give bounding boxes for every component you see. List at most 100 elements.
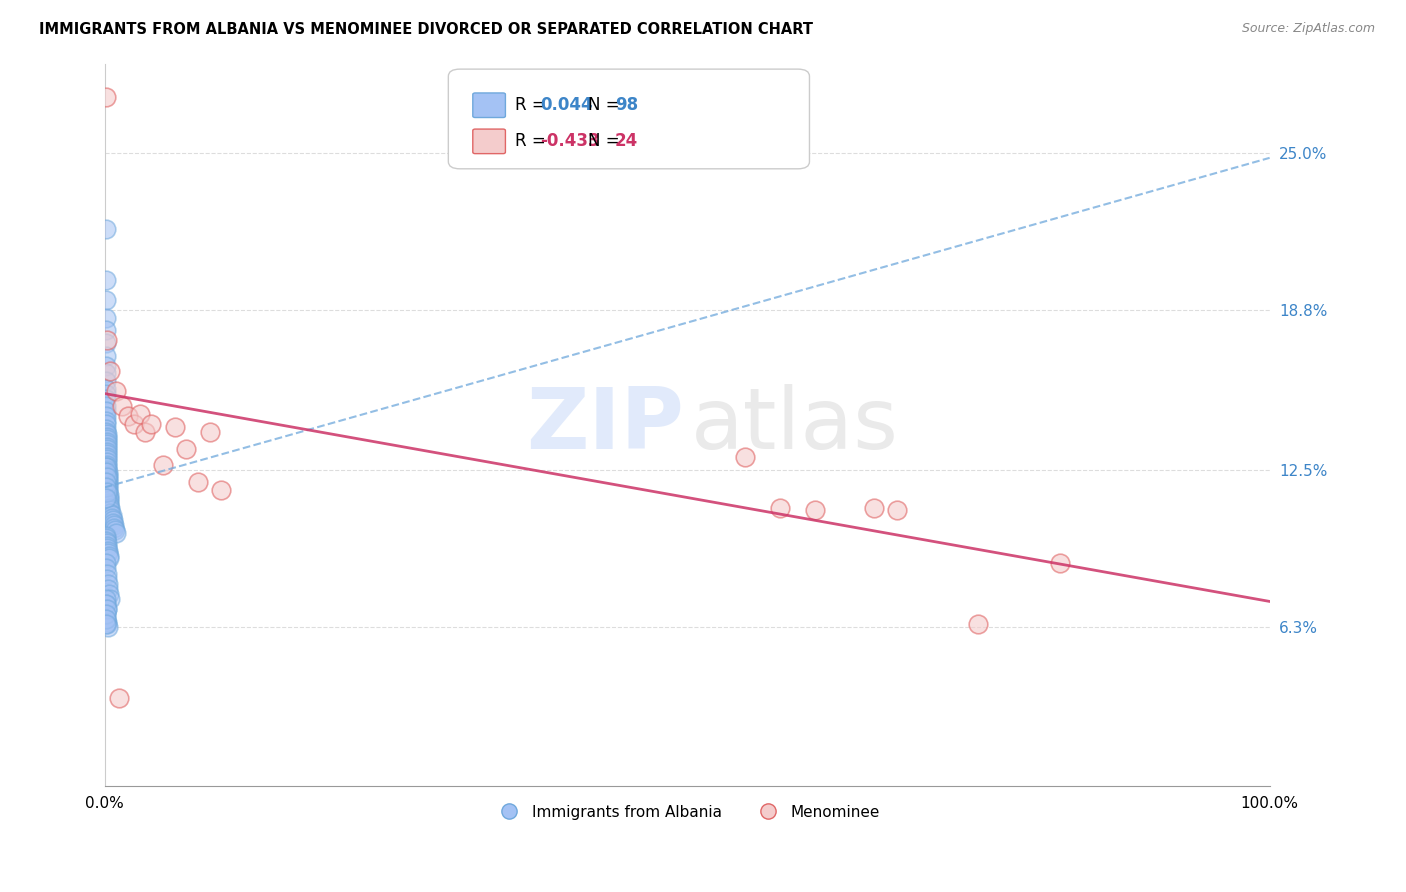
Point xyxy=(94,607,117,621)
Point xyxy=(96,447,118,461)
Point xyxy=(97,465,120,479)
Point xyxy=(97,475,120,490)
Text: 0.044: 0.044 xyxy=(540,96,593,114)
Point xyxy=(96,437,118,451)
Legend: Immigrants from Albania, Menominee: Immigrants from Albania, Menominee xyxy=(488,798,886,826)
Point xyxy=(94,531,117,545)
Point xyxy=(94,404,117,418)
Point xyxy=(94,607,117,621)
Point xyxy=(98,488,121,502)
Point xyxy=(94,382,117,396)
Point xyxy=(862,500,884,515)
Point xyxy=(98,495,121,509)
Point xyxy=(100,500,122,515)
Point xyxy=(769,500,792,515)
Point xyxy=(96,460,118,475)
Point xyxy=(94,480,117,494)
Point xyxy=(94,272,117,286)
Point xyxy=(96,541,118,556)
Point xyxy=(96,450,118,464)
Point xyxy=(117,409,139,424)
Point xyxy=(98,491,121,505)
Point xyxy=(97,546,120,560)
Point xyxy=(96,452,118,467)
Point xyxy=(94,528,117,542)
Point xyxy=(105,384,128,398)
Point xyxy=(967,617,990,632)
Point xyxy=(96,440,118,454)
Text: -0.433: -0.433 xyxy=(540,132,600,151)
FancyBboxPatch shape xyxy=(449,69,810,169)
Point xyxy=(97,485,120,500)
Point xyxy=(94,392,117,406)
Point xyxy=(98,549,121,563)
Point xyxy=(98,551,121,566)
Point xyxy=(96,615,118,629)
Text: Source: ZipAtlas.com: Source: ZipAtlas.com xyxy=(1241,22,1375,36)
Point xyxy=(187,475,209,490)
Point xyxy=(97,620,120,634)
Text: atlas: atlas xyxy=(690,384,898,467)
Point xyxy=(96,442,118,457)
Point xyxy=(100,508,122,523)
Point xyxy=(94,475,117,490)
Point xyxy=(96,536,118,550)
Text: N =: N = xyxy=(588,96,626,114)
Point xyxy=(94,612,117,626)
Point xyxy=(104,524,127,538)
Point xyxy=(97,576,120,591)
Point xyxy=(97,467,120,482)
Point xyxy=(105,526,128,541)
Point xyxy=(209,483,232,497)
Point xyxy=(94,557,117,571)
Point xyxy=(96,572,118,586)
Text: 98: 98 xyxy=(614,96,638,114)
Point xyxy=(198,425,221,439)
Point xyxy=(97,478,120,492)
Point xyxy=(100,510,122,524)
Point xyxy=(96,602,118,616)
Point xyxy=(101,516,124,530)
Point xyxy=(94,386,117,401)
Text: N =: N = xyxy=(588,132,626,151)
Point xyxy=(103,518,125,533)
Point xyxy=(94,591,117,606)
Point xyxy=(94,293,117,307)
Point xyxy=(96,602,118,616)
Point xyxy=(100,506,122,520)
Point xyxy=(141,417,163,431)
Point xyxy=(134,425,156,439)
Point xyxy=(96,334,118,348)
Point xyxy=(94,417,117,431)
Point xyxy=(94,349,117,363)
Point xyxy=(94,374,117,388)
Point xyxy=(97,483,120,497)
Point xyxy=(94,465,117,479)
Point xyxy=(97,473,120,487)
FancyBboxPatch shape xyxy=(472,93,505,118)
Point xyxy=(98,587,121,601)
Point xyxy=(96,458,118,472)
Point xyxy=(96,434,118,449)
Point xyxy=(101,513,124,527)
Point xyxy=(1049,557,1071,571)
Point xyxy=(100,364,122,378)
Point xyxy=(886,503,908,517)
Point xyxy=(100,591,122,606)
Point xyxy=(94,597,117,611)
Point xyxy=(94,422,117,436)
Point xyxy=(174,442,197,457)
Point xyxy=(96,430,118,444)
Point xyxy=(94,335,117,350)
Text: IMMIGRANTS FROM ALBANIA VS MENOMINEE DIVORCED OR SEPARATED CORRELATION CHART: IMMIGRANTS FROM ALBANIA VS MENOMINEE DIV… xyxy=(39,22,813,37)
Point xyxy=(96,462,118,476)
Point xyxy=(94,409,117,424)
Point xyxy=(734,450,756,464)
Point xyxy=(94,310,117,325)
Point xyxy=(152,458,174,472)
Point xyxy=(96,432,118,446)
Point xyxy=(94,491,117,505)
Point xyxy=(94,323,117,337)
Point xyxy=(97,582,120,596)
Point xyxy=(94,460,117,475)
